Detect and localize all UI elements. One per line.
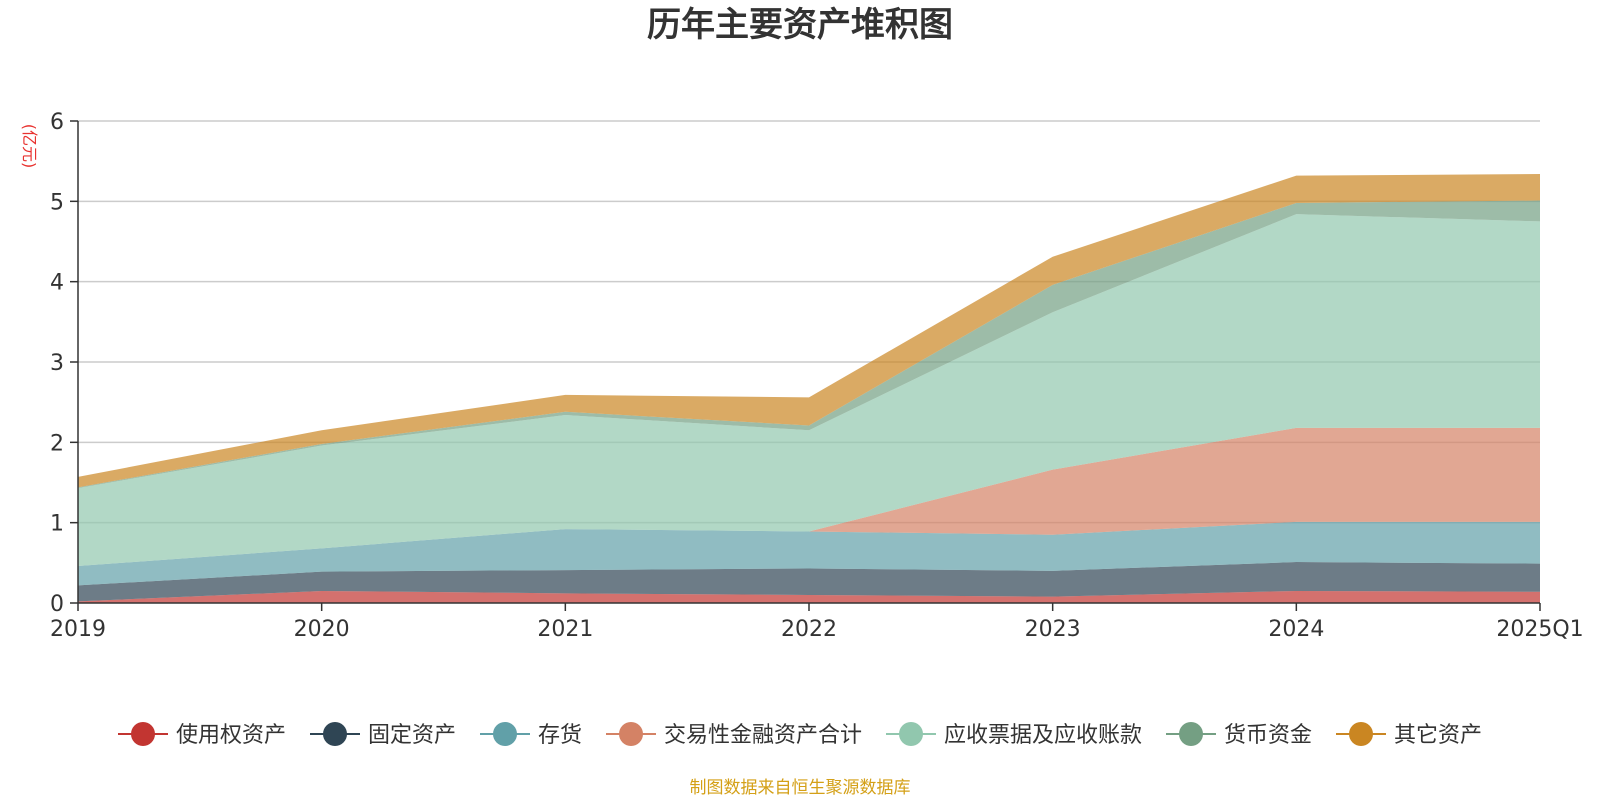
legend-label: 存货 <box>538 723 582 748</box>
legend-item-4[interactable]: 交易性金融资产合计 <box>606 722 862 748</box>
x-tick-label: 2024 <box>1268 617 1324 642</box>
legend-marker <box>619 722 643 746</box>
area-series <box>78 174 1540 603</box>
chart-title: 历年主要资产堆积图 <box>647 5 953 45</box>
area-series-5 <box>78 214 1540 567</box>
legend-item-3[interactable]: 存货 <box>480 722 582 748</box>
area-series-3 <box>78 521 1540 586</box>
legend-marker <box>323 722 347 746</box>
y-tick-label: 2 <box>50 431 64 456</box>
y-axis-unit-label: (亿元) <box>20 124 39 169</box>
source-note: 制图数据来自恒生聚源数据库 <box>690 778 911 798</box>
area-series-4 <box>78 427 1540 567</box>
legend-marker <box>131 722 155 746</box>
legend-label: 固定资产 <box>368 723 456 748</box>
area-series-2 <box>78 562 1540 602</box>
y-tick-label: 1 <box>50 512 64 537</box>
legend-label: 其它资产 <box>1394 723 1482 748</box>
y-tick-label: 0 <box>50 592 64 617</box>
legend-label: 应收票据及应收账款 <box>944 723 1142 748</box>
axes: 0 1 2 3 4 5 6 2019 2020 2021 2022 2023 2024 2025Q1 <box>50 110 1584 642</box>
legend-label: 交易性金融资产合计 <box>664 723 862 748</box>
legend-item-5[interactable]: 应收票据及应收账款 <box>886 722 1142 748</box>
legend-item-6[interactable]: 货币资金 <box>1166 722 1312 748</box>
legend-label: 使用权资产 <box>176 723 286 748</box>
legend: 使用权资产 固定资产 存货 交易性金融资产合计 应收票据及应收账款 货币资金 其它资产 <box>118 722 1482 748</box>
x-tick-label: 2020 <box>294 617 350 642</box>
legend-marker <box>899 722 923 746</box>
x-tick-label: 2021 <box>537 617 593 642</box>
legend-marker <box>1179 722 1203 746</box>
x-tick-label: 2023 <box>1025 617 1081 642</box>
legend-marker <box>493 722 517 746</box>
area-series-1 <box>78 590 1540 603</box>
y-tick-label: 4 <box>50 271 64 296</box>
legend-item-1[interactable]: 使用权资产 <box>118 722 286 748</box>
y-tick-label: 6 <box>50 110 64 135</box>
legend-item-7[interactable]: 其它资产 <box>1336 722 1482 748</box>
x-tick-label: 2025Q1 <box>1496 617 1583 642</box>
area-series-7 <box>78 174 1540 488</box>
x-tick-label: 2019 <box>50 617 106 642</box>
y-tick-label: 5 <box>50 190 64 215</box>
x-tick-label: 2022 <box>781 617 837 642</box>
y-tick-label: 3 <box>50 351 64 376</box>
legend-item-2[interactable]: 固定资产 <box>310 722 456 748</box>
legend-marker <box>1349 722 1373 746</box>
legend-label: 货币资金 <box>1224 723 1312 748</box>
